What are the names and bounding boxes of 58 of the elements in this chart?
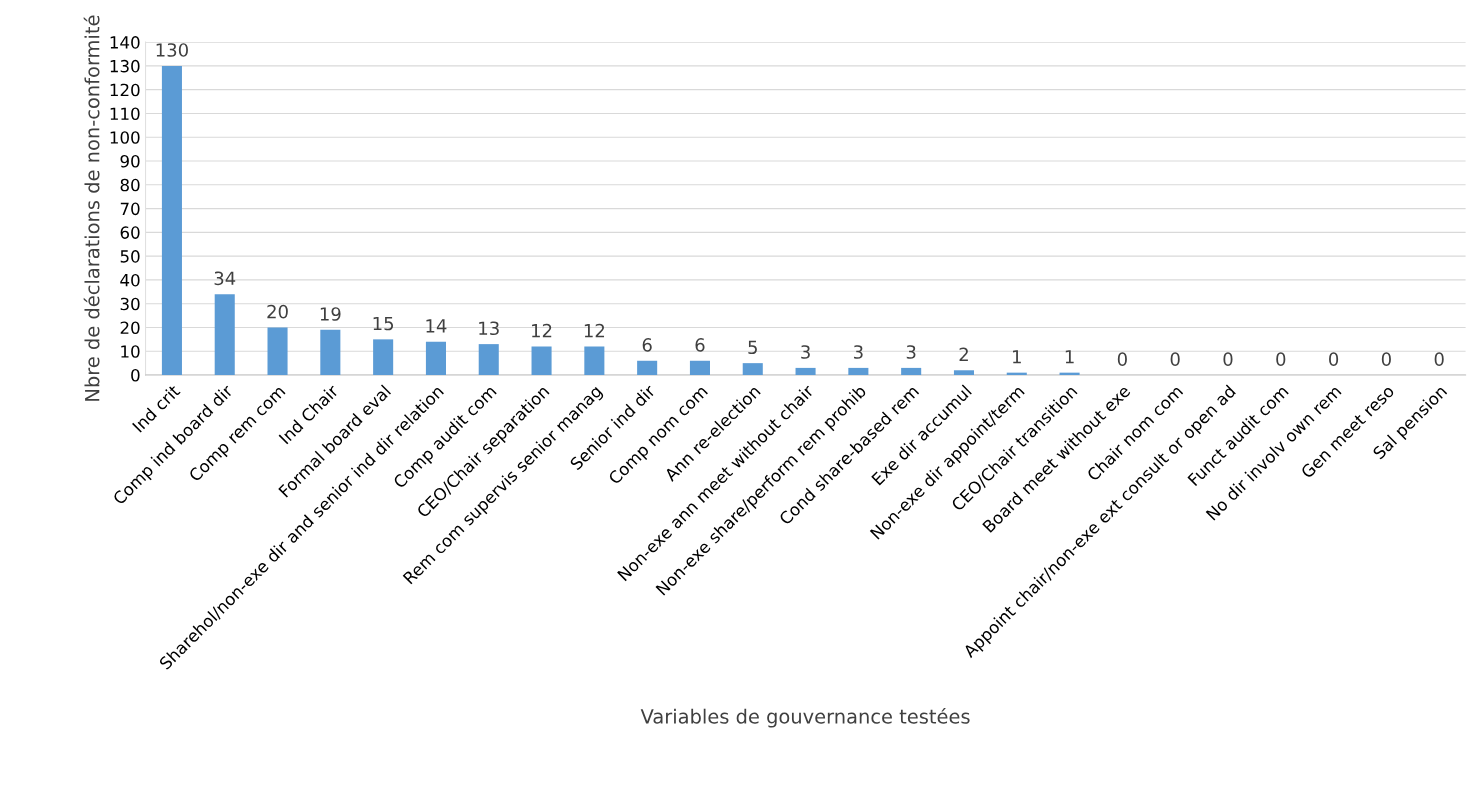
y-tick-label: 130 (110, 59, 140, 73)
data-label: 1 (1013, 350, 1021, 364)
y-tick-label: 90 (120, 154, 140, 168)
bar (531, 346, 552, 376)
bar (795, 367, 816, 376)
data-label: 3 (854, 345, 863, 359)
bar (848, 367, 869, 376)
data-label: 3 (906, 345, 916, 359)
data-label: 15 (373, 316, 394, 331)
data-label: 20 (267, 304, 288, 319)
bar (161, 65, 182, 376)
y-tick-label: 0 (131, 368, 140, 382)
bar (953, 370, 974, 376)
y-tick-label: 120 (110, 83, 140, 97)
data-label: 6 (642, 338, 652, 352)
data-label: 0 (1223, 352, 1233, 366)
y-tick-label: 40 (120, 273, 140, 287)
data-label: 12 (584, 323, 605, 338)
y-tick-label: 30 (120, 297, 140, 311)
data-label: 6 (695, 338, 705, 352)
y-tick-label: 140 (110, 36, 140, 49)
y-axis-title: Nbre de déclarations de non-conformité (83, 15, 100, 401)
data-label: 2 (959, 347, 968, 361)
y-tick-label: 20 (120, 321, 140, 335)
data-label: 34 (214, 271, 236, 286)
bar (373, 339, 394, 376)
data-label: 12 (532, 323, 552, 338)
bar (214, 294, 235, 376)
data-label: 130 (156, 43, 188, 57)
y-tick-label: 60 (120, 226, 140, 239)
y-tick-label: 110 (110, 107, 140, 121)
data-label: 0 (1170, 352, 1180, 366)
bar (689, 360, 710, 376)
data-label: 0 (1381, 352, 1391, 366)
y-tick-label: 80 (120, 178, 140, 192)
bar (320, 329, 341, 376)
x-axis-title: Variables de gouvernance testées (640, 707, 970, 728)
bar (267, 327, 288, 376)
y-tick-label: 50 (120, 250, 140, 263)
bar (637, 360, 658, 376)
bar (425, 341, 446, 376)
data-label: 3 (801, 345, 810, 359)
y-tick-label: 70 (120, 202, 140, 216)
bar (478, 344, 499, 376)
y-tick-label: 10 (121, 345, 140, 358)
data-label: 0 (1276, 352, 1286, 366)
data-label: 14 (426, 319, 447, 333)
bar (901, 367, 922, 376)
y-tick-label: 100 (110, 131, 140, 144)
data-label: 0 (1329, 352, 1339, 366)
data-label: 19 (320, 307, 341, 321)
data-label: 1 (1065, 350, 1074, 364)
data-label: 13 (479, 321, 499, 336)
data-label: 0 (1434, 352, 1444, 366)
bar (584, 346, 605, 376)
data-label: 5 (748, 340, 757, 355)
data-label: 0 (1117, 352, 1127, 366)
bar (742, 363, 763, 376)
